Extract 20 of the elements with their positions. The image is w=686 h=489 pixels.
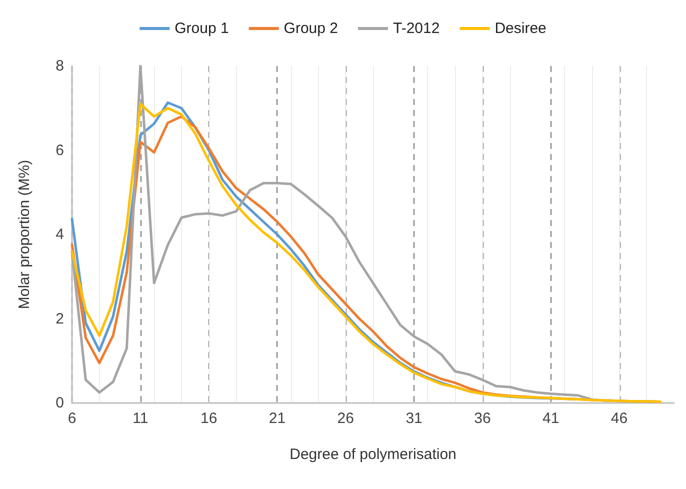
x-tick-label: 16 — [200, 410, 218, 427]
legend-label: Desiree — [494, 20, 546, 37]
y-tick-label: 0 — [56, 394, 64, 412]
x-tick-label: 11 — [132, 410, 148, 427]
x-tick-label: 26 — [337, 410, 354, 427]
y-tick-label: 6 — [56, 142, 64, 159]
y-tick-label: 4 — [56, 226, 64, 243]
legend-label: T-2012 — [393, 20, 440, 37]
x-tick-label: 36 — [474, 410, 491, 427]
x-axis-title: Degree of polymerisation — [290, 446, 456, 463]
legend-label: Group 1 — [174, 20, 229, 37]
y-tick-label: 8 — [56, 58, 64, 74]
x-tick-label: 21 — [268, 410, 286, 427]
x-tick-label: 6 — [68, 410, 76, 427]
x-tick-label: 41 — [542, 410, 560, 427]
y-tick-label: 2 — [56, 310, 64, 328]
x-tick-label: 31 — [406, 410, 422, 427]
y-axis-title: Molar proportion (M%) — [16, 160, 33, 310]
legend-label: Group 2 — [284, 20, 338, 37]
x-tick-label: 46 — [610, 410, 628, 427]
